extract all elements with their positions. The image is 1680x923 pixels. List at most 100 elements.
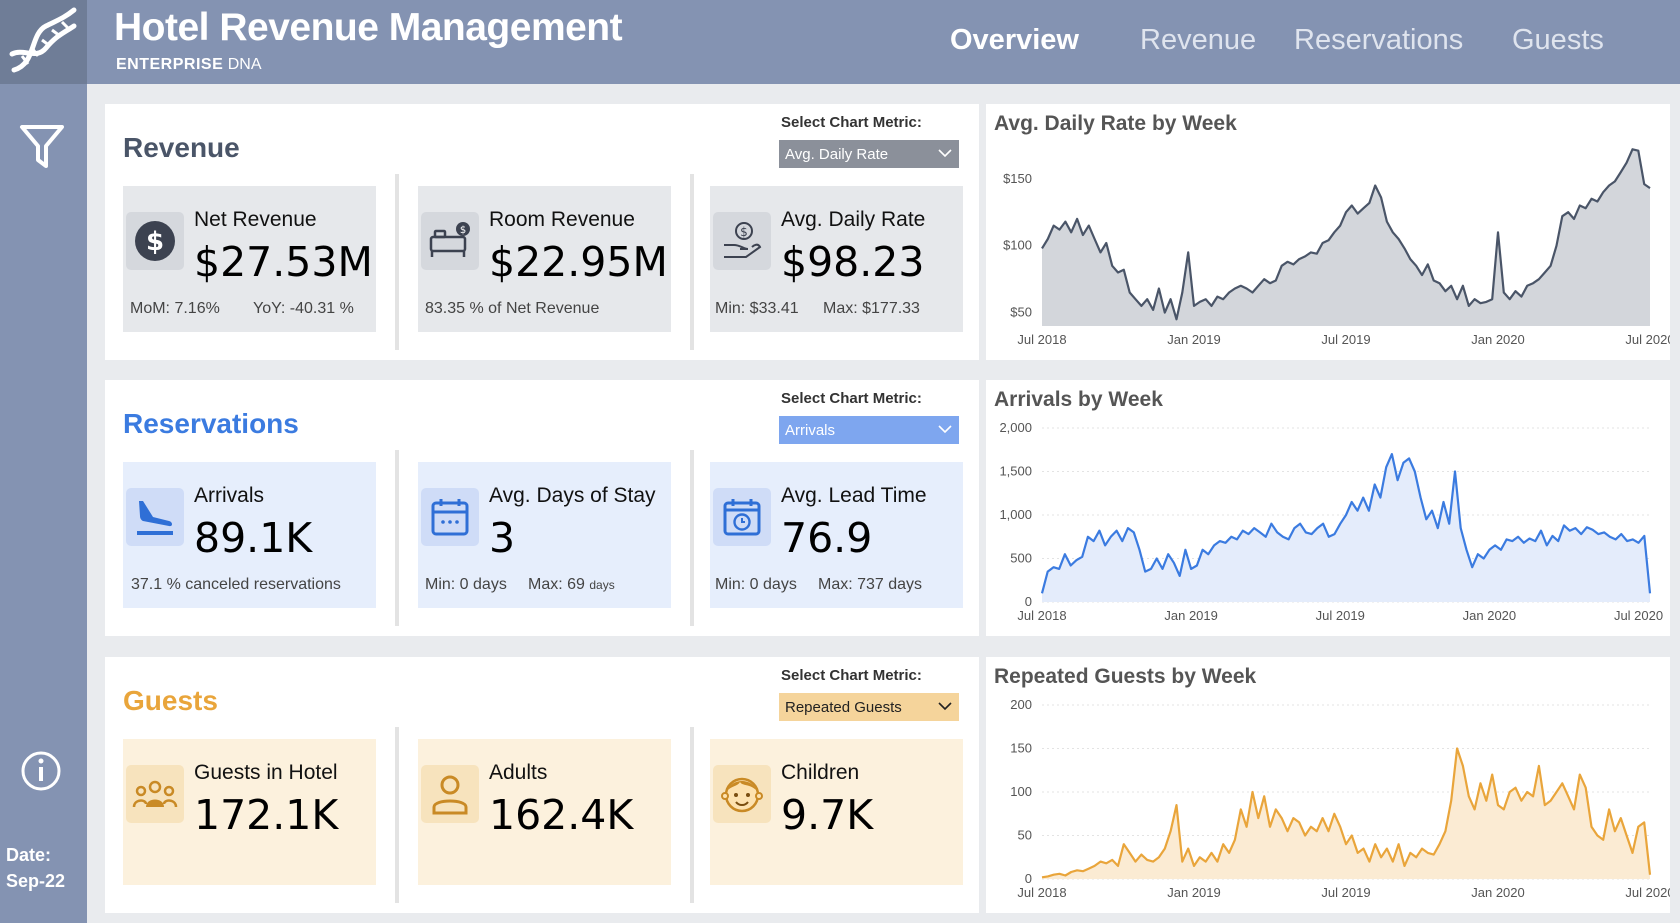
room-revenue-label: Room Revenue [489, 208, 635, 231]
arrivals-chart-panel: Arrivals by Week 0 500 1,000 1,500 2,000 Jul … [986, 380, 1670, 636]
card-divider [395, 174, 399, 350]
chevron-down-icon [938, 702, 952, 711]
repeated-guests-week-chart[interactable]: 0 50 100 150 200 Jul 2018 Jan 2019 Jul 2019 Jan … [986, 657, 1670, 913]
adr-week-chart[interactable]: $50 $100 $150 Jul 2018 Jan 2019 Jul 2019 Jan 2… [986, 104, 1670, 360]
net-revenue-value: $27.53M [194, 238, 373, 286]
revenue-select-value: Avg. Daily Rate [785, 146, 889, 163]
avg-daily-rate-max: Max: $177.33 [823, 300, 920, 317]
children-card: Children 9.7K [710, 739, 963, 885]
x-tick-label: Jan 2020 [1463, 608, 1517, 623]
group-icon [126, 765, 184, 823]
stay-max: Max: 69 days [528, 576, 615, 594]
series-area [1042, 748, 1650, 879]
x-tick-label: Jan 2019 [1164, 608, 1218, 623]
arrivals-value: 89.1K [194, 514, 313, 562]
children-value: 9.7K [781, 791, 874, 839]
nav-tab-reservations[interactable]: Reservations [1294, 24, 1464, 56]
reservations-select-value: Arrivals [785, 422, 836, 439]
x-tick-label: Jul 2019 [1321, 332, 1370, 347]
x-tick-label: Jul 2020 [1625, 885, 1670, 900]
brand-bold: ENTERPRISE [116, 56, 224, 73]
x-tick-label: Jan 2020 [1471, 885, 1525, 900]
avg-days-of-stay-value: 3 [489, 514, 516, 562]
adr-chart-panel: Avg. Daily Rate by Week $50 $100 $150 Jul 2… [986, 104, 1670, 360]
x-tick-label: Jul 2019 [1316, 608, 1365, 623]
series-area [1042, 454, 1650, 602]
x-tick-label: Jul 2018 [1017, 885, 1066, 900]
x-tick-label: Jul 2020 [1614, 608, 1663, 623]
nav-tab-overview[interactable]: Overview [950, 24, 1079, 56]
y-tick-label: 50 [1018, 828, 1032, 843]
y-tick-label: 150 [1010, 741, 1032, 756]
x-tick-label: Jul 2018 [1017, 608, 1066, 623]
series-line [1040, 453, 1652, 594]
date-block: Date: Sep-22 [6, 842, 65, 894]
lead-max: Max: 737 days [818, 576, 923, 593]
y-tick-label: $100 [1003, 238, 1032, 253]
x-tick-label: Jul 2020 [1625, 332, 1670, 347]
dna-logo-icon [0, 0, 87, 84]
y-tick-label: 0 [1025, 594, 1032, 609]
guests-select-value: Repeated Guests [785, 699, 902, 716]
adults-label: Adults [489, 761, 548, 784]
avg-days-of-stay-label: Avg. Days of Stay [489, 484, 656, 507]
room-revenue-card: $ Room Revenue $22.95M 83.35 % of Net Re… [418, 186, 671, 332]
y-tick-label: 200 [1010, 697, 1032, 712]
guests-in-hotel-label: Guests in Hotel [194, 761, 338, 784]
card-divider [395, 450, 399, 626]
revenue-panel: Revenue Select Chart Metric: Avg. Daily … [105, 104, 979, 360]
series-line [1041, 148, 1651, 321]
x-tick-label: Jan 2019 [1167, 332, 1221, 347]
y-tick-label: 0 [1025, 871, 1032, 886]
avg-daily-rate-min: Min: $33.41 [715, 300, 799, 317]
y-tick-label: 2,000 [999, 420, 1032, 435]
x-tick-label: Jul 2019 [1321, 885, 1370, 900]
arrivals-week-chart[interactable]: 0 500 1,000 1,500 2,000 Jul 2018 Jan 2019 Jul 2… [986, 380, 1670, 636]
nav-tab-revenue[interactable]: Revenue [1140, 24, 1257, 56]
y-tick-label: $150 [1003, 171, 1032, 186]
date-label: Date: [6, 845, 52, 865]
svg-text:$: $ [460, 225, 466, 236]
y-tick-label: 100 [1010, 784, 1032, 799]
child-face-icon [713, 765, 771, 823]
calendar-icon [421, 488, 479, 546]
hand-coin-icon: $ [713, 212, 771, 270]
guests-chart-panel: Repeated Guests by Week 0 50 100 150 200 Jul … [986, 657, 1670, 913]
room-revenue-share: 83.35 % of Net Revenue [425, 300, 600, 317]
filter-icon[interactable] [18, 122, 66, 175]
card-divider [690, 174, 694, 350]
guests-in-hotel-value: 172.1K [194, 791, 339, 839]
reservations-metric-dropdown[interactable]: Arrivals [779, 416, 959, 444]
children-label: Children [781, 761, 860, 784]
net-revenue-label: Net Revenue [194, 208, 317, 231]
series-line [1041, 747, 1652, 879]
card-divider [395, 727, 399, 903]
svg-text:$: $ [146, 227, 164, 257]
sidebar: Date: Sep-22 [0, 0, 87, 923]
plane-landing-icon [126, 488, 184, 546]
avg-days-of-stay-card: Avg. Days of Stay 3 Min: 0 days Max: 69 … [418, 462, 671, 608]
info-icon[interactable] [20, 750, 62, 797]
revenue-metric-dropdown[interactable]: Avg. Daily Rate [779, 140, 959, 168]
avg-lead-time-value: 76.9 [781, 514, 873, 562]
chevron-down-icon [938, 149, 952, 158]
guests-panel: Guests Select Chart Metric: Repeated Gue… [105, 657, 979, 913]
reservations-panel: Reservations Select Chart Metric: Arriva… [105, 380, 979, 636]
net-revenue-yoy: YoY: -40.31 % [253, 300, 354, 317]
reservations-select-label: Select Chart Metric: [781, 390, 922, 407]
guests-metric-dropdown[interactable]: Repeated Guests [779, 693, 959, 721]
chart-title: Arrivals by Week [994, 388, 1163, 411]
chart-title: Repeated Guests by Week [994, 665, 1257, 688]
avg-lead-time-card: Avg. Lead Time 76.9 Min: 0 days Max: 737… [710, 462, 963, 608]
chevron-down-icon [938, 425, 952, 434]
guests-section-title: Guests [123, 685, 218, 716]
adults-value: 162.4K [489, 791, 634, 839]
person-icon [421, 765, 479, 823]
x-tick-label: Jul 2018 [1017, 332, 1066, 347]
nav-tab-guests[interactable]: Guests [1512, 24, 1604, 56]
room-revenue-value: $22.95M [489, 238, 668, 286]
x-tick-label: Jan 2020 [1471, 332, 1525, 347]
bed-icon: $ [421, 212, 479, 270]
card-divider [690, 727, 694, 903]
adults-card: Adults 162.4K [418, 739, 671, 885]
